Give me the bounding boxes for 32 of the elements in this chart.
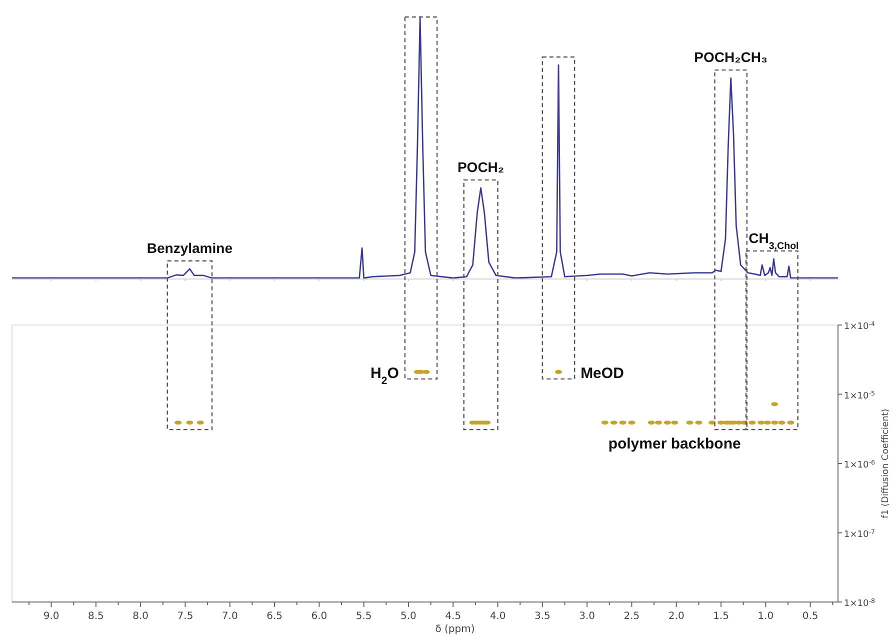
y-tick-label: 1×10$^{-6}$ [844, 459, 876, 470]
y-tick-label: 1×10$^{-4}$ [844, 320, 876, 332]
annotation: POCH₂CH₃ [694, 49, 768, 66]
annotation: Benzylamine [146, 240, 233, 256]
x-tick-label: 2.5 [624, 611, 640, 622]
x-tick-label: 3.5 [534, 611, 550, 622]
x-tick-label: 4.0 [490, 611, 506, 622]
annotation: CH$_{3,Chol}$ [748, 230, 800, 252]
x-tick-label: 2.0 [668, 611, 684, 622]
x-tick-label: 8.5 [88, 611, 104, 622]
x-tick-label: 7.0 [222, 611, 238, 622]
x-tick-label: 8.0 [132, 611, 149, 622]
x-tick-label: 1.0 [758, 611, 774, 622]
y-tick-label: 1×10$^{-8}$ [844, 598, 876, 609]
x-tick-label: 5.5 [356, 611, 372, 622]
annotation: H$_{2}$O [370, 364, 400, 387]
x-tick-label: 7.5 [177, 611, 194, 622]
x-tick-label: 9.0 [43, 611, 60, 622]
x-tick-label: 4.5 [445, 611, 462, 622]
annotation: MeOD [580, 364, 624, 382]
annotation: POCH₂ [457, 158, 504, 175]
x-tick-label: 5.0 [400, 611, 416, 622]
x-tick-label: 1.5 [713, 611, 729, 622]
y-axis-title: f1 (Diffusion Coefficient) [881, 408, 891, 518]
x-tick-label: 3.0 [579, 611, 596, 622]
x-axis-title: δ (ppm) [435, 624, 475, 635]
x-tick-label: 6.5 [266, 611, 282, 622]
x-tick-label: 0.5 [802, 611, 818, 622]
x-tick-label: 6.0 [311, 611, 328, 622]
annotation: polymer backbone [608, 436, 741, 453]
y-tick-label: 1×10$^{-5}$ [844, 390, 876, 402]
y-tick-label: 1×10$^{-7}$ [844, 528, 876, 540]
